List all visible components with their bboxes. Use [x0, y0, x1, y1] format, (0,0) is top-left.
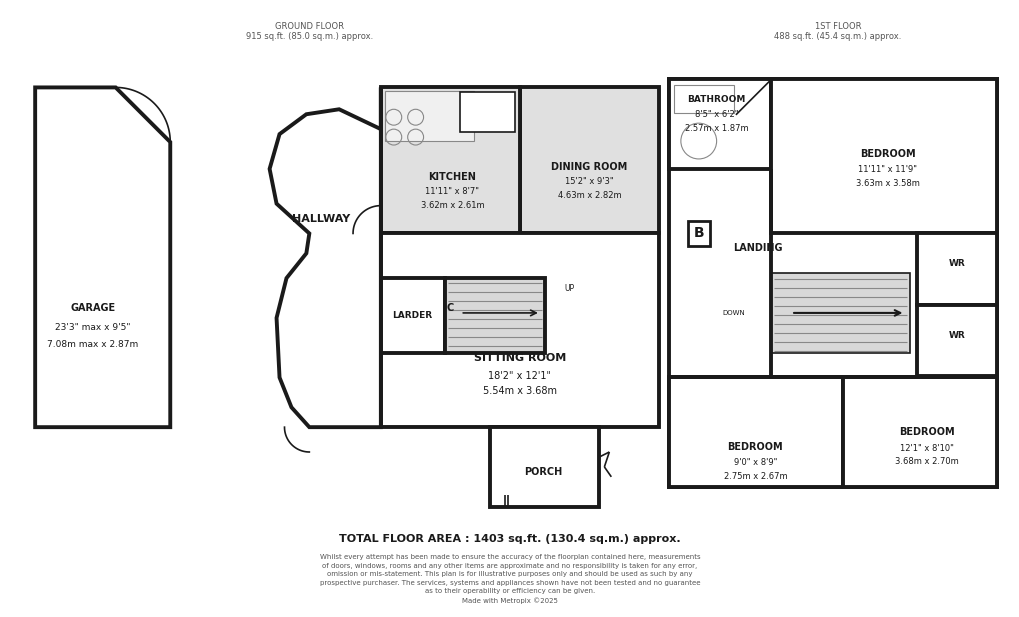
- Text: 3.62m x 2.61m: 3.62m x 2.61m: [420, 201, 484, 210]
- Bar: [770, 273, 909, 353]
- Text: BATHROOM: BATHROOM: [687, 95, 745, 104]
- Text: LANDING: LANDING: [733, 243, 783, 254]
- Text: 8'5" x 6'2": 8'5" x 6'2": [694, 110, 738, 118]
- Bar: [520, 88, 658, 233]
- Bar: [445, 278, 544, 353]
- Text: PORCH: PORCH: [523, 467, 561, 477]
- Text: 11'11" x 11'9": 11'11" x 11'9": [857, 165, 916, 175]
- Text: GARAGE: GARAGE: [70, 303, 115, 313]
- Text: WR: WR: [948, 259, 964, 268]
- Bar: [668, 80, 770, 169]
- Text: 7.08m max x 2.87m: 7.08m max x 2.87m: [47, 340, 139, 349]
- Text: 9'0" x 8'9": 9'0" x 8'9": [733, 458, 776, 468]
- Text: SITTING ROOM: SITTING ROOM: [474, 353, 566, 363]
- Bar: [916, 233, 996, 305]
- Text: DOWN: DOWN: [721, 310, 744, 316]
- Text: 2.57m x 1.87m: 2.57m x 1.87m: [684, 123, 748, 133]
- Text: Whilst every attempt has been made to ensure the accuracy of the floorplan conta: Whilst every attempt has been made to en…: [319, 554, 700, 604]
- Text: 3.63m x 3.58m: 3.63m x 3.58m: [855, 180, 918, 188]
- Text: GROUND FLOOR
915 sq.ft. (85.0 sq.m.) approx.: GROUND FLOOR 915 sq.ft. (85.0 sq.m.) app…: [246, 22, 373, 41]
- Text: 12'1" x 8'10": 12'1" x 8'10": [900, 444, 953, 452]
- Text: LARDER: LARDER: [392, 312, 432, 320]
- Text: 3.68m x 2.70m: 3.68m x 2.70m: [895, 457, 958, 466]
- Text: BEDROOM: BEDROOM: [859, 149, 914, 159]
- Bar: [668, 378, 842, 487]
- Bar: [674, 85, 733, 114]
- Circle shape: [681, 123, 716, 159]
- Polygon shape: [35, 88, 170, 427]
- Bar: [380, 278, 445, 353]
- Text: 5.54m x 3.68m: 5.54m x 3.68m: [482, 386, 556, 396]
- Text: 4.63m x 2.82m: 4.63m x 2.82m: [557, 191, 621, 200]
- Text: 2.75m x 2.67m: 2.75m x 2.67m: [722, 473, 787, 481]
- Text: HALLWAY: HALLWAY: [291, 213, 351, 223]
- Bar: [916, 305, 996, 376]
- Text: 23'3" max x 9'5": 23'3" max x 9'5": [55, 323, 130, 333]
- Text: 18'2" x 12'1": 18'2" x 12'1": [488, 370, 551, 381]
- Text: BEDROOM: BEDROOM: [727, 442, 783, 452]
- Bar: [668, 80, 996, 487]
- Text: C: C: [446, 303, 453, 313]
- Bar: [842, 378, 996, 487]
- Text: UP: UP: [564, 284, 574, 292]
- Text: 15'2" x 9'3": 15'2" x 9'3": [565, 177, 613, 186]
- Text: 11'11" x 8'7": 11'11" x 8'7": [425, 187, 479, 196]
- Text: BEDROOM: BEDROOM: [899, 427, 954, 437]
- Text: WR: WR: [948, 331, 964, 340]
- Bar: [380, 233, 658, 427]
- Text: KITCHEN: KITCHEN: [428, 172, 476, 182]
- Text: TOTAL FLOOR AREA : 1403 sq.ft. (130.4 sq.m.) approx.: TOTAL FLOOR AREA : 1403 sq.ft. (130.4 sq…: [339, 534, 680, 544]
- Bar: [384, 91, 474, 141]
- Bar: [460, 93, 515, 132]
- Bar: [770, 80, 996, 233]
- Text: 1ST FLOOR
488 sq.ft. (45.4 sq.m.) approx.: 1ST FLOOR 488 sq.ft. (45.4 sq.m.) approx…: [773, 22, 901, 41]
- Bar: [490, 427, 599, 507]
- Text: B: B: [693, 226, 703, 241]
- Bar: [380, 88, 520, 233]
- Text: DINING ROOM: DINING ROOM: [551, 162, 627, 172]
- Polygon shape: [269, 88, 380, 427]
